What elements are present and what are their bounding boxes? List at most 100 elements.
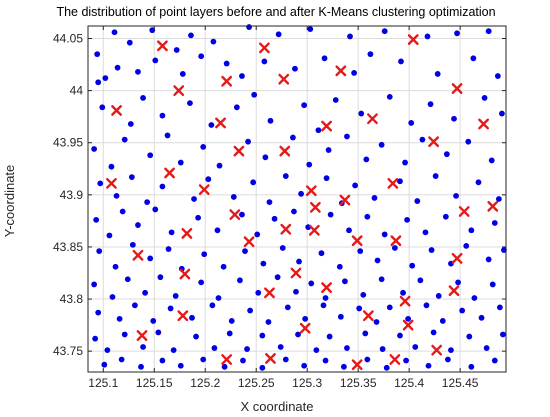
y-tick-label: 43.9 — [60, 188, 84, 202]
cluster-center-marker — [362, 310, 374, 322]
cluster-center-marker — [335, 65, 347, 77]
data-point — [443, 151, 450, 158]
data-point — [247, 307, 254, 314]
x-tick-label: 125.45 — [442, 376, 479, 390]
y-tick-label: 44.05 — [53, 32, 83, 46]
cluster-center-marker — [179, 268, 191, 280]
data-point — [172, 293, 179, 299]
data-point — [357, 248, 364, 255]
data-point — [277, 344, 284, 350]
data-point — [246, 24, 252, 30]
data-point — [210, 38, 217, 45]
data-point — [352, 182, 359, 189]
data-point — [475, 179, 482, 186]
data-point — [412, 344, 419, 350]
data-point — [140, 95, 146, 101]
cluster-center-marker — [181, 227, 193, 239]
data-point — [99, 104, 106, 111]
cluster-center-marker — [458, 206, 470, 217]
data-point — [358, 110, 365, 117]
data-point — [177, 362, 184, 369]
y-tick-label: 43.75 — [53, 344, 83, 358]
data-point — [242, 248, 248, 255]
data-point — [315, 127, 322, 134]
data-point — [113, 192, 120, 199]
data-point — [159, 183, 166, 190]
data-point — [346, 227, 352, 234]
data-point — [198, 53, 205, 60]
cluster-center-marker — [221, 354, 233, 365]
data-point — [292, 65, 298, 72]
data-point — [340, 363, 347, 370]
data-point — [230, 194, 237, 200]
data-point — [195, 214, 202, 221]
data-point — [364, 356, 371, 363]
cluster-center-layer — [106, 34, 499, 371]
data-point — [308, 280, 315, 287]
data-point — [223, 60, 230, 67]
data-point — [149, 27, 156, 34]
data-point — [205, 176, 212, 183]
data-point — [465, 138, 472, 145]
data-point — [371, 195, 378, 201]
y-axis-ticks: 43.75 43.8 43.85 43.9 43.95 44 44.05 — [53, 32, 506, 358]
data-point — [177, 159, 184, 166]
data-point — [318, 250, 325, 257]
data-point — [320, 302, 327, 309]
data-point — [379, 346, 386, 352]
data-point — [342, 278, 348, 285]
data-point — [485, 28, 492, 35]
data-point — [471, 295, 478, 301]
cluster-center-marker — [308, 224, 320, 236]
data-point — [255, 289, 262, 296]
data-point — [159, 357, 166, 364]
data-point — [129, 241, 136, 248]
data-point — [323, 175, 330, 182]
data-point — [302, 315, 309, 322]
cluster-center-marker — [390, 235, 402, 247]
cluster-center-marker — [229, 209, 241, 221]
data-point — [188, 32, 194, 39]
data-point — [483, 345, 490, 351]
data-point — [147, 255, 154, 262]
y-tick-label: 43.95 — [53, 136, 83, 150]
cluster-center-marker — [339, 194, 351, 206]
data-point — [275, 31, 282, 38]
data-point — [425, 362, 432, 369]
data-point — [402, 159, 408, 166]
cluster-center-marker — [402, 319, 414, 331]
cluster-center-marker — [215, 117, 226, 129]
data-point — [448, 347, 454, 354]
data-point — [92, 335, 99, 342]
data-point — [455, 279, 461, 286]
data-point — [322, 357, 329, 364]
cluster-center-marker — [309, 201, 321, 213]
data-point — [444, 356, 451, 363]
cluster-center-marker — [280, 223, 292, 235]
data-point — [378, 141, 385, 148]
data-point — [201, 251, 208, 258]
data-point — [189, 314, 195, 321]
data-point — [251, 91, 258, 98]
plot-background — [88, 26, 506, 372]
data-point — [118, 356, 125, 363]
data-point — [102, 75, 109, 82]
data-point — [108, 163, 115, 170]
x-tick-label: 125.25 — [238, 376, 275, 390]
data-point — [259, 332, 266, 339]
cluster-center-marker — [321, 282, 332, 293]
data-point — [101, 361, 108, 368]
data-point — [165, 246, 172, 252]
cluster-center-marker — [448, 285, 460, 297]
x-tick-label: 125.35 — [340, 376, 377, 390]
data-point — [228, 318, 235, 324]
data-point — [91, 281, 98, 288]
data-point — [237, 277, 243, 284]
data-point — [381, 231, 388, 238]
cluster-center-marker — [221, 75, 233, 87]
data-point — [279, 245, 286, 251]
x-axis-ticks: 125.1 125.15 125.2 125.25 125.3 125.35 125.4 12… — [88, 26, 479, 390]
data-point — [327, 211, 334, 218]
data-point — [295, 331, 301, 338]
